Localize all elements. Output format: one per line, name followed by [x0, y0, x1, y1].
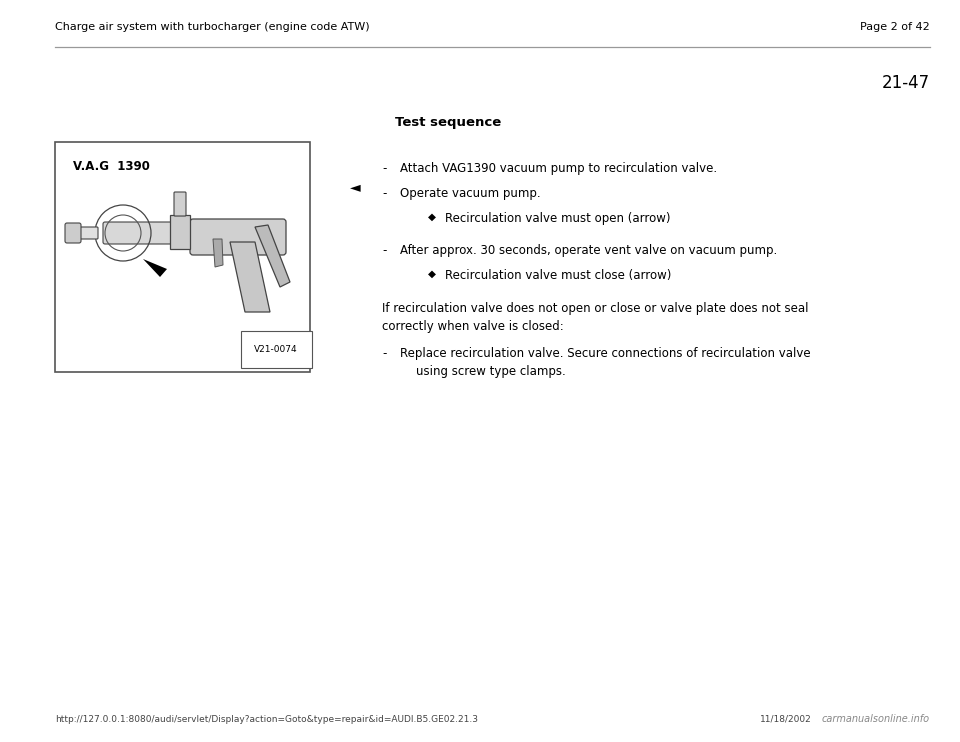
Text: Recirculation valve must open (arrow): Recirculation valve must open (arrow)	[445, 212, 670, 225]
Text: -: -	[382, 187, 386, 200]
FancyBboxPatch shape	[55, 142, 310, 372]
Text: Charge air system with turbocharger (engine code ATW): Charge air system with turbocharger (eng…	[55, 22, 370, 32]
Text: carmanualsonline.info: carmanualsonline.info	[822, 714, 930, 724]
Text: Test sequence: Test sequence	[395, 116, 501, 129]
FancyBboxPatch shape	[170, 215, 190, 249]
Text: 11/18/2002: 11/18/2002	[760, 715, 812, 724]
Text: After approx. 30 seconds, operate vent valve on vacuum pump.: After approx. 30 seconds, operate vent v…	[400, 244, 778, 257]
Polygon shape	[213, 239, 223, 267]
Text: Replace recirculation valve. Secure connections of recirculation valve: Replace recirculation valve. Secure conn…	[400, 347, 810, 360]
Text: correctly when valve is closed:: correctly when valve is closed:	[382, 320, 564, 333]
Text: ◆: ◆	[428, 212, 436, 222]
Text: Operate vacuum pump.: Operate vacuum pump.	[400, 187, 540, 200]
Text: using screw type clamps.: using screw type clamps.	[416, 365, 565, 378]
Polygon shape	[230, 242, 270, 312]
Text: Recirculation valve must close (arrow): Recirculation valve must close (arrow)	[445, 269, 671, 282]
Text: 21-47: 21-47	[882, 74, 930, 92]
FancyBboxPatch shape	[103, 222, 227, 244]
Text: -: -	[382, 162, 386, 175]
Text: -: -	[382, 347, 386, 360]
Text: -: -	[382, 244, 386, 257]
Polygon shape	[143, 259, 167, 277]
Polygon shape	[255, 225, 290, 287]
FancyBboxPatch shape	[65, 223, 81, 243]
Text: V21-0074: V21-0074	[254, 345, 298, 354]
FancyBboxPatch shape	[74, 227, 98, 239]
Text: ◄: ◄	[349, 180, 360, 194]
Text: Attach VAG1390 vacuum pump to recirculation valve.: Attach VAG1390 vacuum pump to recirculat…	[400, 162, 717, 175]
FancyBboxPatch shape	[190, 219, 286, 255]
Text: ◆: ◆	[428, 269, 436, 279]
Text: If recirculation valve does not open or close or valve plate does not seal: If recirculation valve does not open or …	[382, 302, 808, 315]
Text: Page 2 of 42: Page 2 of 42	[860, 22, 930, 32]
FancyBboxPatch shape	[174, 192, 186, 216]
Text: http://127.0.0.1:8080/audi/servlet/Display?action=Goto&type=repair&id=AUDI.B5.GE: http://127.0.0.1:8080/audi/servlet/Displ…	[55, 715, 478, 724]
Text: V.A.G  1390: V.A.G 1390	[73, 160, 150, 173]
